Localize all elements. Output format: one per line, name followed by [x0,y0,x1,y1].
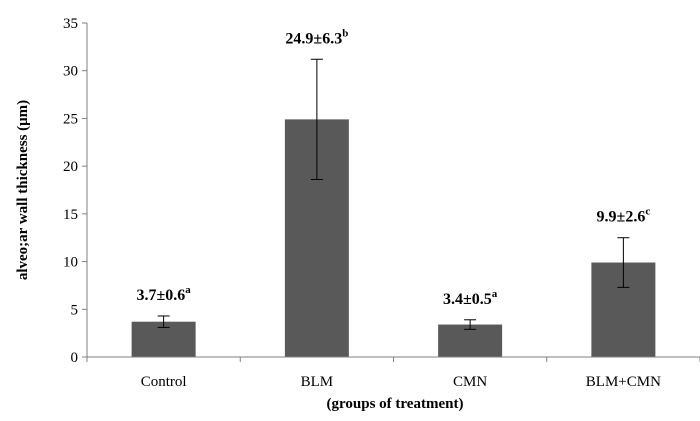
data-label: 3.7±0.6a [136,284,191,304]
y-tick-label: 5 [71,302,79,318]
data-label-superscript: c [645,206,650,218]
x-tick-label: BLM [301,374,334,390]
y-tick-label: 10 [63,255,78,271]
x-tick-label: BLM+CMN [586,374,661,390]
data-label: 3.4±0.5a [443,288,498,308]
data-label-value: 24.9±6.3 [285,30,342,47]
y-tick-label: 25 [63,111,78,127]
y-tick-label: 20 [63,159,78,175]
data-label-value: 3.4±0.5 [443,291,492,308]
y-tick-label: 0 [71,350,79,366]
y-tick-label: 15 [63,207,78,223]
x-tick-label: CMN [453,374,487,390]
y-tick-label: 35 [63,16,78,32]
y-axis-title: alveo;ar wall thickness (μm) [15,100,31,280]
data-label-value: 3.7±0.6 [136,287,185,304]
data-label-superscript: a [492,288,498,300]
x-axis-title: (groups of treatment) [327,396,464,412]
data-label: 24.9±6.3b [285,27,348,47]
data-label-superscript: a [185,284,191,296]
bar [438,324,503,357]
y-tick-label: 30 [63,64,78,80]
data-label: 9.9±2.6c [597,206,651,226]
x-tick-label: Control [141,374,187,390]
data-label-superscript: b [342,27,348,39]
data-label-value: 9.9±2.6 [597,209,646,226]
